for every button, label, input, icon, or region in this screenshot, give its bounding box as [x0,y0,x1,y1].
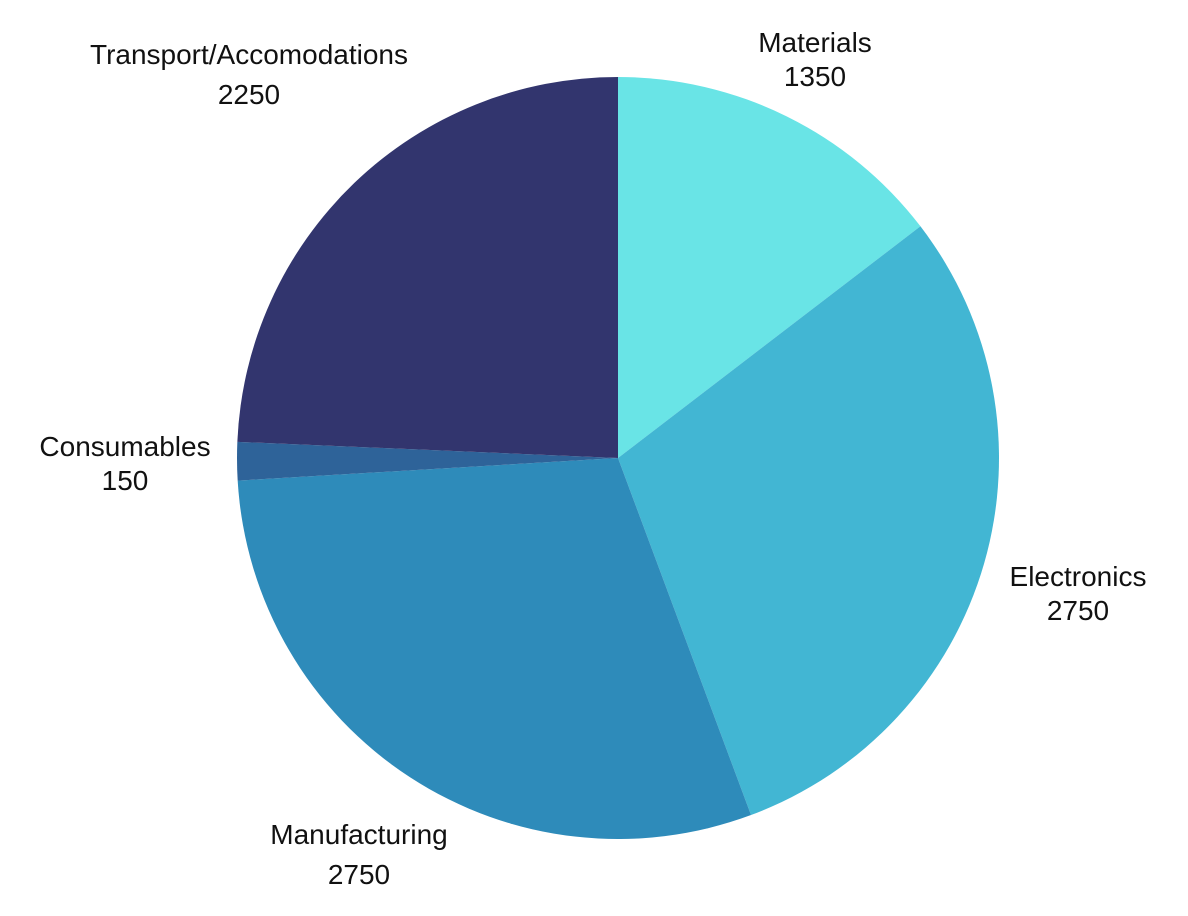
label-manufacturing-name: Manufacturing [270,819,448,850]
pie-slice-transport-accomodations [237,77,618,458]
label-materials-name: Materials [758,27,872,58]
label-manufacturing-value: 2750 [327,859,391,890]
pie-slice-manufacturing [237,458,752,839]
label-materials-value: 1350 [783,61,847,92]
label-electronics-name: Electronics [1009,561,1147,592]
label-electronics-value: 2750 [1046,595,1110,626]
label-consumables: Consumables 150 [39,430,210,498]
pie-slice-materials [618,77,921,458]
pie-slice-electronics [618,226,999,816]
label-consumables-name: Consumables [39,431,211,462]
label-electronics: Electronics 2750 [1010,560,1147,628]
pie-slice-consumables [236,441,618,481]
label-manufacturing: Manufacturing 2750 [270,818,447,892]
label-transport-value: 2250 [217,79,281,110]
label-transport-name: Transport/Accomodations [90,39,408,70]
label-consumables-value: 150 [101,465,149,496]
label-transport: Transport/Accomodations 2250 [90,38,408,112]
label-materials: Materials 1350 [758,26,872,94]
